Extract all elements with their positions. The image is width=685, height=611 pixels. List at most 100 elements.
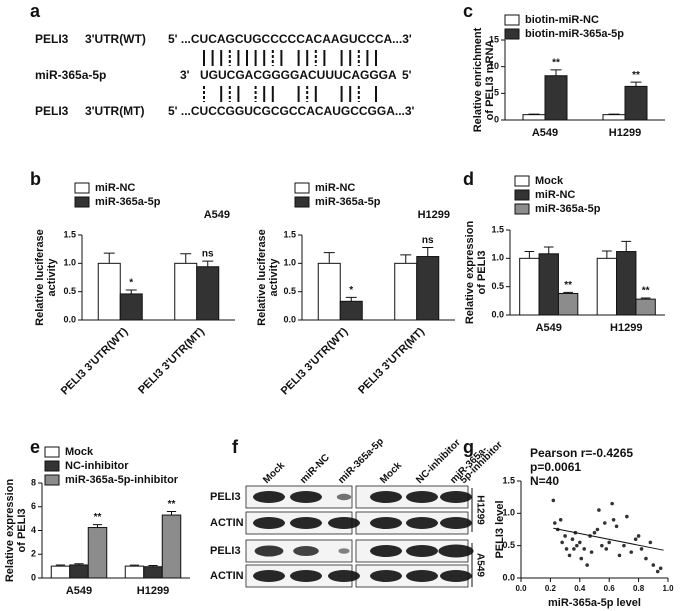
band	[338, 548, 350, 554]
chart-title: A549	[204, 209, 230, 221]
seq-end: 5'	[402, 68, 412, 82]
bar	[596, 257, 618, 316]
bar	[87, 527, 108, 579]
significance: **	[552, 58, 560, 69]
band	[406, 491, 438, 503]
panel-letter: a	[30, 1, 41, 21]
bar	[544, 75, 568, 121]
point	[658, 566, 663, 571]
error-bar	[345, 296, 357, 302]
x-tick-label: H1299	[137, 585, 169, 597]
panel-letter: g	[463, 437, 474, 457]
y-axis-label: activity	[46, 258, 58, 297]
legend-swatch	[294, 196, 310, 208]
error-bar	[74, 563, 84, 565]
y-tick-label: 0.5	[283, 286, 296, 296]
y-tick-label: 4	[31, 525, 36, 535]
x-tick-label: 0.6	[604, 584, 616, 593]
row-label: PELI3	[210, 491, 241, 503]
legend-swatch	[74, 182, 90, 194]
band	[440, 570, 472, 582]
base-pair-lines	[203, 50, 377, 102]
y-axis-label: PELI3 level	[494, 500, 506, 558]
legend-swatch	[44, 446, 60, 458]
x-tick-label: A549	[66, 585, 92, 597]
x-tick-label: 0.0	[515, 584, 527, 593]
legend-label: miR-NC	[95, 182, 135, 194]
error-bar	[180, 253, 192, 264]
sequence: 5' ...CUCCGGUCGCGCCACAUGCCGGA...3'	[168, 104, 415, 118]
annotation: p=0.0061	[530, 460, 581, 474]
bar	[522, 114, 546, 121]
point	[644, 556, 648, 561]
y-tick-label: 0	[494, 114, 499, 124]
error-bar	[400, 254, 412, 264]
error-bar	[202, 260, 214, 267]
band	[336, 493, 352, 501]
y-tick-label: 1.5	[63, 229, 76, 239]
point	[655, 569, 660, 574]
x-tick-label: 0.4	[574, 584, 586, 593]
significance: ns	[202, 249, 214, 260]
error-bar	[524, 251, 535, 259]
row-label: PELI3	[210, 545, 241, 557]
legend-swatch	[44, 474, 60, 486]
point	[572, 547, 576, 551]
band	[440, 491, 472, 503]
y-tick-label: 0.0	[491, 309, 504, 319]
band	[406, 545, 438, 557]
panel-letter: c	[463, 1, 473, 21]
sequence-panel: PELI3 3'UTR(WT) 5' ...CUCAGCUGCCCCCACAAG…	[35, 32, 415, 118]
bar	[317, 262, 341, 321]
bar	[119, 293, 143, 321]
band	[406, 517, 438, 529]
x-tick-label: 1.0	[662, 584, 674, 593]
panel-letter: b	[30, 169, 41, 189]
legend-label: miR-NC	[315, 182, 355, 194]
row-label: ACTIN	[210, 517, 244, 529]
significance: **	[564, 280, 572, 291]
y-axis-label: Relative expression	[4, 479, 16, 583]
legend-label: miR-365a-5p-inhibitor	[65, 474, 179, 486]
y-tick-label: 1.0	[502, 508, 515, 518]
band	[253, 517, 285, 529]
annotation: N=40	[530, 474, 559, 488]
point	[551, 498, 556, 503]
panel-letter: e	[30, 437, 40, 457]
error-bar	[630, 81, 642, 87]
y-tick-label: 8	[31, 477, 36, 487]
x-tick-label: 0.8	[633, 584, 645, 593]
bar	[339, 300, 363, 321]
y-axis-label: activity	[268, 258, 280, 297]
legend-swatch	[514, 203, 530, 215]
y-tick-label: 1.0	[283, 258, 296, 268]
band	[440, 517, 472, 529]
error-bar	[103, 252, 115, 264]
significance: *	[349, 285, 353, 296]
point	[625, 514, 629, 519]
legend-label: miR-365a-5p	[535, 203, 601, 215]
bar	[635, 298, 656, 316]
y-tick-label: 0.0	[283, 314, 296, 324]
point	[595, 527, 600, 532]
bar	[174, 262, 198, 321]
bar	[416, 256, 440, 321]
point	[575, 543, 579, 548]
error-bar	[550, 69, 562, 76]
band	[370, 491, 402, 503]
significance: **	[94, 512, 102, 523]
y-axis-label: Relative luciferase	[256, 229, 268, 326]
cell-line: A549	[474, 553, 485, 577]
legend-label: miR-365a-5p	[315, 196, 381, 208]
legend-swatch	[514, 189, 530, 201]
point	[582, 547, 587, 551]
band	[290, 491, 322, 503]
error-bar	[640, 297, 651, 300]
legend-label: Mock	[535, 175, 564, 187]
legend-swatch	[44, 460, 60, 472]
y-tick-label: 15	[489, 34, 499, 44]
band	[254, 545, 284, 557]
bar	[538, 253, 559, 316]
bar	[69, 564, 89, 579]
